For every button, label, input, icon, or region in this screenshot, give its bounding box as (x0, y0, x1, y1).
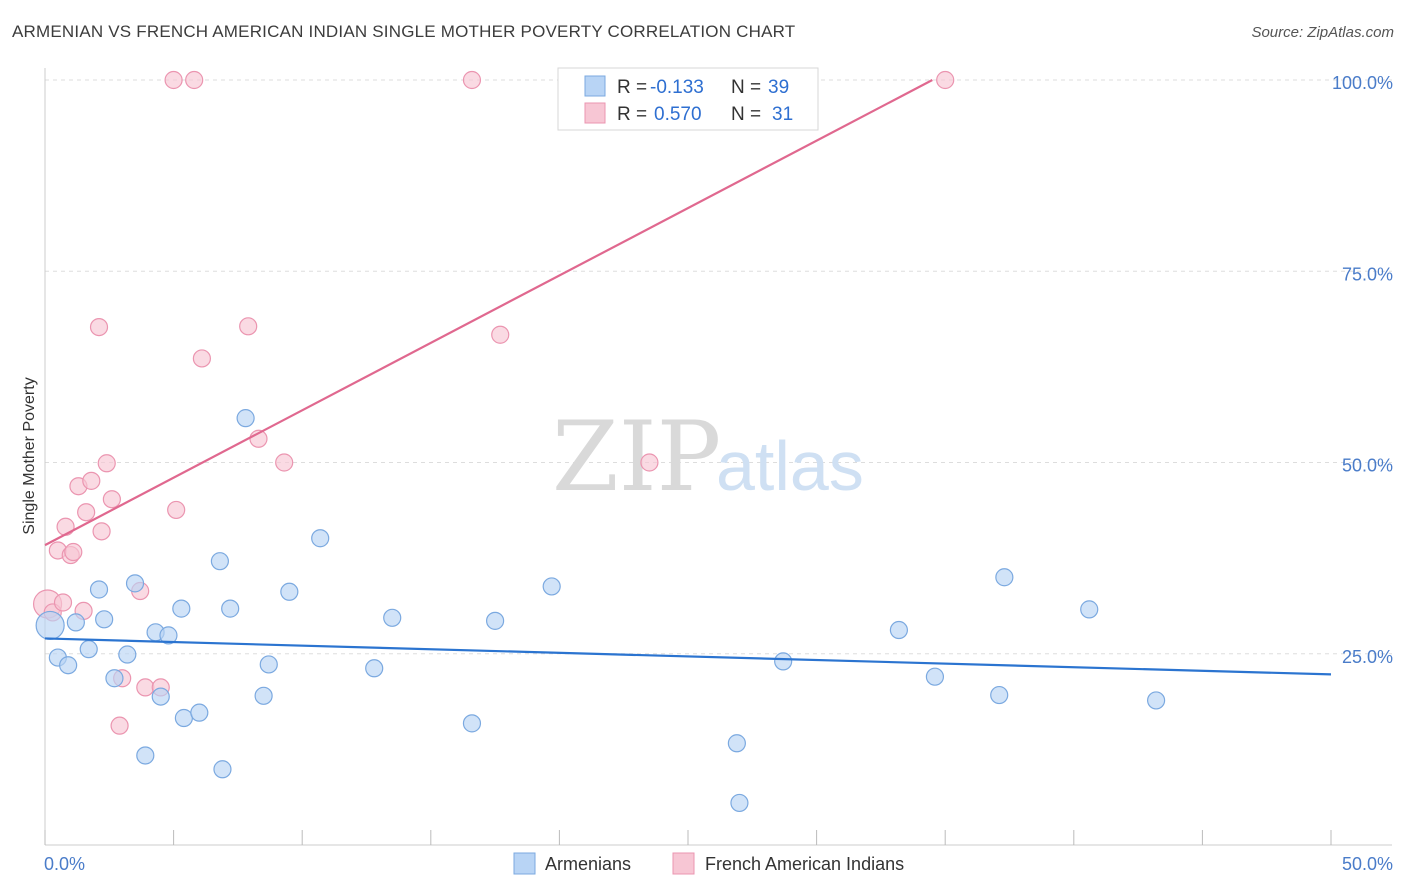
point-armenians (542, 577, 561, 596)
point-armenians (889, 620, 909, 640)
bottom-legend-armenians: Armenians (545, 854, 631, 874)
axes (44, 68, 1392, 846)
point-french-american-indians (136, 678, 155, 697)
point-armenians (365, 659, 384, 678)
y-tick-label: 100.0% (1332, 73, 1393, 93)
trend-lines (44, 79, 1332, 676)
point-armenians (383, 608, 402, 627)
trend-line-french-american-indians (44, 79, 933, 547)
point-french-american-indians (275, 453, 294, 472)
tick-labels: 25.0% 50.0% 75.0% 100.0% 0.0% 50.0% (44, 73, 1393, 874)
point-armenians (280, 582, 299, 601)
point-french-american-indians (167, 500, 186, 520)
watermark-atlas: atlas (716, 427, 864, 505)
point-french-american-indians (110, 716, 129, 735)
point-french-american-indians (82, 471, 101, 490)
point-armenians (174, 708, 193, 728)
point-armenians (259, 655, 278, 674)
point-french-american-indians (97, 454, 116, 473)
point-armenians (462, 714, 482, 733)
point-french-american-indians (491, 325, 510, 344)
point-armenians (190, 703, 209, 722)
bottom-legend-swatch-armenians (513, 852, 536, 875)
source-label: Source: ZipAtlas.com (1251, 24, 1394, 41)
point-armenians (89, 580, 109, 599)
legend-r-value: 0.570 (654, 104, 702, 125)
bottom-legend-french-american-indians: French American Indians (705, 854, 904, 874)
legend-r-label: R = (617, 77, 647, 98)
point-french-american-indians (92, 522, 111, 541)
point-armenians (151, 687, 170, 706)
point-armenians (774, 652, 793, 671)
point-armenians (213, 760, 232, 779)
point-french-american-indians (77, 503, 96, 522)
point-armenians (925, 667, 945, 686)
legend-n-label: N = (731, 77, 761, 98)
point-armenians (990, 685, 1009, 705)
legend-swatch-armenians (584, 75, 606, 97)
legend-n-value: 31 (772, 104, 793, 125)
y-tick-label: 50.0% (1342, 456, 1393, 476)
point-armenians (35, 610, 65, 641)
point-armenians (1147, 691, 1166, 710)
y-axis-title: Single Mother Poverty (21, 377, 38, 534)
point-armenians (311, 529, 330, 548)
point-french-american-indians (102, 490, 121, 509)
point-armenians (236, 409, 255, 428)
watermark-zip: ZIP (552, 401, 721, 513)
points (32, 70, 1166, 813)
point-armenians (254, 686, 273, 705)
x-tick-label: 50.0% (1342, 854, 1393, 874)
point-french-american-indians (192, 349, 211, 368)
point-french-american-indians (640, 453, 659, 472)
point-french-american-indians (64, 542, 83, 562)
chart-title: ARMENIAN VS FRENCH AMERICAN INDIAN SINGL… (12, 22, 796, 41)
point-armenians (118, 645, 137, 664)
point-french-american-indians (53, 593, 73, 612)
legend-r-label: R = (617, 104, 647, 125)
bottom-legend: Armenians French American Indians (513, 852, 904, 875)
point-armenians (730, 793, 749, 813)
point-armenians (727, 734, 746, 753)
point-french-american-indians (239, 317, 258, 336)
point-armenians (59, 656, 78, 675)
point-french-american-indians (185, 70, 204, 90)
point-armenians (172, 599, 191, 618)
legend-swatch-french-american-indians (584, 102, 606, 124)
point-armenians (136, 746, 155, 765)
point-armenians (105, 669, 124, 688)
point-french-american-indians (462, 70, 482, 90)
bottom-legend-swatch-french-american-indians (672, 852, 695, 875)
y-tick-label: 25.0% (1342, 647, 1393, 667)
point-armenians (210, 552, 229, 571)
point-armenians (486, 611, 505, 630)
point-french-american-indians (56, 517, 75, 536)
point-french-american-indians (936, 70, 955, 90)
x-tick-label: 0.0% (44, 854, 85, 874)
legend-n-value: 39 (768, 77, 789, 98)
point-armenians (79, 640, 98, 659)
point-armenians (125, 574, 145, 593)
point-armenians (66, 613, 85, 632)
point-french-american-indians (164, 70, 183, 90)
point-armenians (159, 626, 178, 645)
point-armenians (95, 610, 114, 629)
legend-n-label: N = (731, 104, 761, 125)
point-armenians (995, 568, 1014, 587)
point-french-american-indians (89, 317, 109, 337)
point-armenians (1080, 600, 1099, 619)
gridlines (45, 79, 1392, 655)
trend-line-armenians (44, 637, 1332, 676)
legend-box: R = -0.133 N = 39 R = 0.570 N = 31 (557, 67, 819, 131)
y-tick-label: 75.0% (1342, 264, 1393, 284)
legend-r-value: -0.133 (650, 77, 704, 98)
point-armenians (221, 599, 240, 618)
